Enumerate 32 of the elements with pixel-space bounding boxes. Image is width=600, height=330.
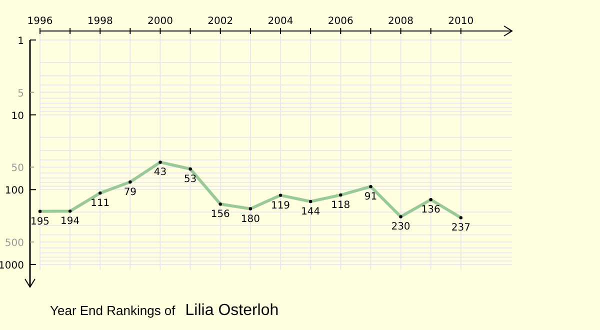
data-label: 136 <box>421 204 440 216</box>
y-tick-label: 1000 <box>0 260 24 272</box>
y-tick-label: 5 <box>18 88 24 100</box>
x-tick-label: 1998 <box>87 16 113 27</box>
y-tick-label: 100 <box>4 186 24 197</box>
data-label: 119 <box>270 200 290 212</box>
data-label: 43 <box>154 167 167 178</box>
data-label: 195 <box>30 216 50 228</box>
data-label: 144 <box>301 206 320 218</box>
data-label: 118 <box>331 200 350 212</box>
y-tick-label: 10 <box>11 110 24 122</box>
x-tick-label: 2010 <box>448 16 474 27</box>
data-label: 237 <box>451 222 470 234</box>
data-label: 91 <box>364 192 378 203</box>
x-tick-label: 2000 <box>148 16 173 27</box>
text: Year End Rankings of <box>50 303 176 318</box>
y-tick-label: 50 <box>11 163 24 174</box>
y-tick-label: 1 <box>18 36 24 47</box>
data-label: 230 <box>391 222 410 233</box>
x-tick-label: 2004 <box>268 16 294 27</box>
x-tick-label: 2008 <box>388 16 414 27</box>
x-tick-label: 2002 <box>208 16 234 27</box>
y-tick-label: 500 <box>4 238 24 249</box>
data-label: 194 <box>60 216 80 228</box>
data-label: 111 <box>90 198 110 210</box>
x-tick-label: 2006 <box>328 16 354 27</box>
data-label: 180 <box>240 214 260 225</box>
data-label: 53 <box>184 174 197 186</box>
data-label: 156 <box>210 209 230 220</box>
text: Lilia Osterloh <box>185 302 279 319</box>
x-tick-label: 1996 <box>27 16 53 27</box>
data-label: 79 <box>124 186 137 198</box>
